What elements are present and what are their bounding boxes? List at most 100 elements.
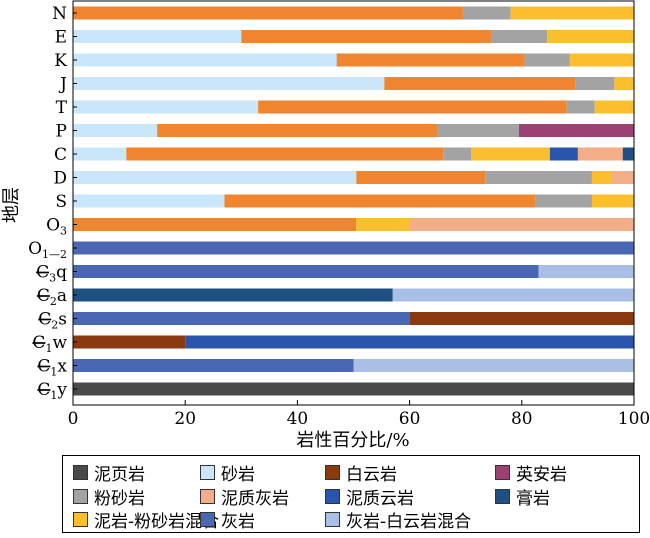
- legend-swatch: [200, 512, 215, 527]
- legend-swatch: [325, 465, 340, 480]
- bar-segment: [336, 53, 525, 67]
- legend-label: 白云岩: [346, 465, 397, 485]
- legend-swatch: [73, 465, 88, 480]
- legend-item: 白云岩: [325, 460, 397, 485]
- bar-segment: [471, 147, 550, 161]
- bar-segment: [353, 359, 634, 372]
- y-tick-label: O3: [46, 216, 67, 238]
- y-tick-label: N: [52, 4, 67, 24]
- legend: 泥页岩 砂岩 白云岩 英安岩 粉砂岩 泥质灰岩 泥质云岩 膏岩 泥岩-粉砂岩混合 灰岩 灰岩-白云岩…: [62, 455, 640, 533]
- legend-item: 泥质云岩: [325, 484, 414, 509]
- y-tick-label: K: [54, 51, 67, 71]
- plot-frame: [72, 0, 635, 406]
- bar-segment: [73, 359, 354, 372]
- y-tick-label: C1w: [32, 333, 67, 355]
- bar-segment: [462, 6, 511, 20]
- legend-label: 泥质云岩: [346, 489, 414, 509]
- legend-label: 泥质灰岩: [221, 489, 289, 509]
- bar-segment: [437, 124, 519, 137]
- legend-label: 砂岩: [221, 465, 255, 485]
- y-tick-label: P: [56, 122, 67, 142]
- bar-segment: [569, 53, 634, 67]
- bar-segment: [384, 77, 576, 90]
- x-tick-label: 100: [618, 409, 650, 429]
- bar-segment: [566, 100, 595, 114]
- bar-segment: [622, 147, 634, 161]
- bar-segment: [538, 265, 634, 278]
- legend-swatch: [325, 512, 340, 527]
- y-tick-label: E: [55, 28, 67, 48]
- legend-label: 灰岩: [221, 512, 255, 532]
- bar-segment: [126, 147, 444, 161]
- bar-segment: [524, 53, 570, 67]
- bar-segment: [591, 171, 612, 184]
- bar-segment: [73, 194, 225, 208]
- legend-item: 泥页岩: [73, 460, 145, 485]
- bar-segment: [73, 312, 410, 325]
- x-tick-label: 20: [174, 409, 196, 429]
- bar-segment: [73, 288, 393, 302]
- bar-segment: [73, 147, 127, 161]
- bar-segment: [575, 77, 615, 90]
- bar-segment: [510, 6, 634, 20]
- y-tick-label: S: [55, 192, 67, 212]
- bar-segment: [157, 124, 438, 137]
- bar-segment: [73, 218, 357, 231]
- legend-item: 砂岩: [200, 460, 255, 485]
- bar-segment: [73, 30, 242, 43]
- legend-label: 泥页岩: [94, 465, 145, 485]
- bar-segment: [549, 147, 578, 161]
- bar-segment: [594, 100, 634, 114]
- y-tick-label: C1y: [37, 380, 67, 402]
- legend-swatch: [73, 489, 88, 504]
- y-tick-label: C2a: [37, 286, 67, 308]
- bar-segment: [518, 124, 634, 137]
- bar-segment: [392, 288, 634, 302]
- legend-swatch: [495, 465, 510, 480]
- bar-segment: [485, 171, 592, 184]
- legend-label: 泥岩-粉砂岩混合: [94, 512, 220, 532]
- x-tick-label: 60: [399, 409, 421, 429]
- bar-segment: [73, 53, 337, 67]
- bar-segment: [224, 194, 536, 208]
- bar-segment: [535, 194, 592, 208]
- x-axis-title: 岩性百分比/%: [296, 430, 409, 451]
- legend-swatch: [73, 512, 88, 527]
- y-tick-label: T: [56, 98, 68, 118]
- y-tick-label: J: [58, 75, 67, 95]
- bar-segment: [73, 6, 463, 20]
- x-tick-label: 40: [287, 409, 309, 429]
- y-tick-label: C: [54, 145, 67, 165]
- y-tick-label: C2s: [38, 310, 67, 332]
- legend-item: 英安岩: [495, 460, 567, 485]
- legend-label: 英安岩: [516, 465, 567, 485]
- y-tick-label: C1x: [37, 357, 67, 379]
- legend-item: 粉砂岩: [73, 484, 145, 509]
- bar-segment: [258, 100, 567, 114]
- bar-segment: [409, 312, 634, 325]
- bar-segment: [73, 335, 186, 349]
- legend-item: 膏岩: [495, 484, 550, 509]
- bar-segment: [490, 30, 548, 43]
- legend-swatch: [325, 489, 340, 504]
- bar-segment: [73, 124, 158, 137]
- bar-segment: [73, 265, 539, 278]
- bar-segment: [73, 77, 385, 90]
- y-tick-label: C3q: [36, 263, 67, 285]
- y-tick-label: O1—2: [28, 239, 67, 261]
- bar-segment: [185, 335, 634, 349]
- bar-segment: [73, 171, 357, 184]
- y-tick-label: D: [53, 169, 67, 189]
- legend-item: 泥岩-粉砂岩混合: [73, 507, 219, 532]
- legend-item: 灰岩: [200, 507, 255, 532]
- bar-segment: [547, 30, 634, 43]
- x-axis: 0 20 40 60 80 100: [68, 400, 650, 429]
- bars-group: [73, 6, 634, 396]
- legend-label: 粉砂岩: [94, 489, 145, 509]
- bar-segment: [577, 147, 623, 161]
- legend-swatch: [200, 489, 215, 504]
- legend-swatch: [200, 465, 215, 480]
- legend-swatch: [495, 489, 510, 504]
